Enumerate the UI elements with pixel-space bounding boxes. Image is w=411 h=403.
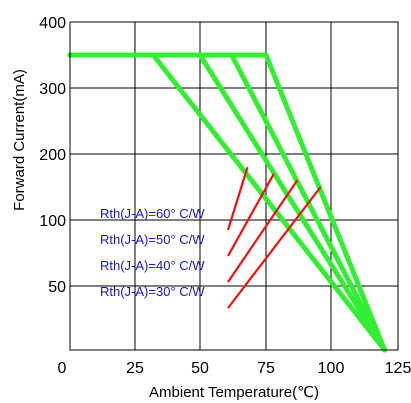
annotation-labels: Rth(J-A)=60° C/W Rth(J-A)=50° C/W Rth(J-A)… [100,206,205,299]
y-tick-label-3: 300 [39,81,66,98]
tick-labels: 0 25 50 75 100 125 50 100 200 300 400 [39,15,411,377]
x-tick-label-1: 25 [126,360,144,377]
y-tick-label-1: 100 [39,213,66,230]
x-tick-label-2: 50 [191,360,209,377]
x-tick-label-4: 100 [318,360,345,377]
series-lines [67,52,388,353]
x-tick-label-0: 0 [58,360,67,377]
x-tick-label-3: 75 [257,360,275,377]
annotation-leader-1 [227,173,275,257]
annotation-leader-2 [227,179,299,283]
y-axis-title: Forward Current(mA) [11,69,28,211]
annotation-label-0: Rth(J-A)=60° C/W [100,206,205,221]
annotation-label-3: Rth(J-A)=30° C/W [100,284,205,299]
annotation-leaders [226,166,322,309]
y-tick-label-0: 50 [48,279,66,296]
x-tick-label-5: 125 [385,360,411,377]
y-tick-label-4: 400 [39,15,66,32]
annotation-label-1: Rth(J-A)=50° C/W [100,232,205,247]
annotation-label-2: Rth(J-A)=40° C/W [100,258,205,273]
plot-frame [69,21,399,351]
y-tick-label-2: 200 [39,147,66,164]
series-line-3 [67,52,388,353]
x-axis-title: Ambient Temperature(℃) [149,384,319,401]
annotation-leader-0 [226,166,249,231]
annotation-leader-3 [227,186,322,309]
